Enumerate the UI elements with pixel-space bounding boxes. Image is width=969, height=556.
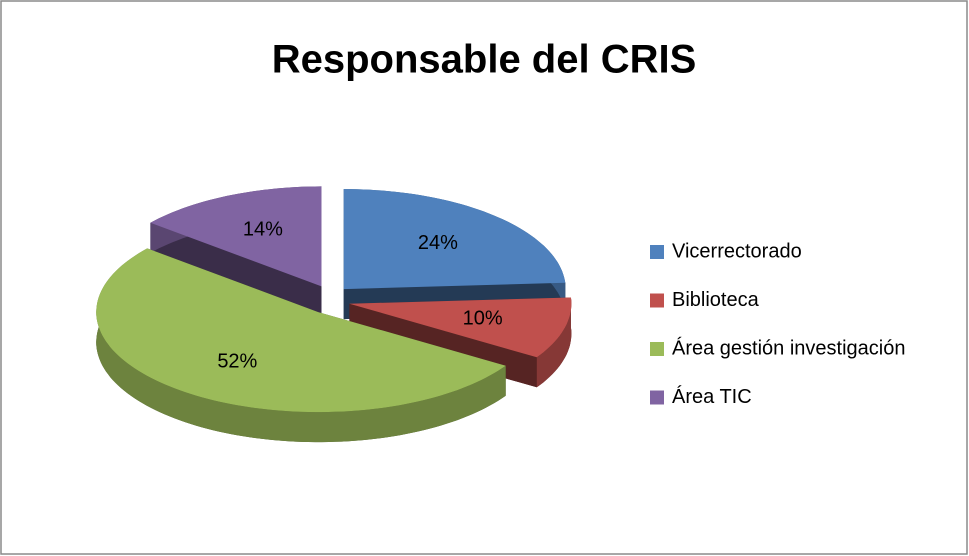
slice	[349, 297, 572, 358]
slice	[150, 186, 322, 287]
legend-label: Área gestión investigación	[672, 336, 905, 359]
data-label: 14%	[243, 219, 283, 241]
data-label: 10%	[463, 307, 503, 329]
data-label: 24%	[418, 232, 458, 254]
legend-swatch	[650, 390, 664, 405]
legend-label: Vicerrectorado	[672, 240, 802, 262]
chart-title: Responsable del CRIS	[272, 38, 697, 82]
slice-outer-wall	[536, 297, 572, 388]
slice	[96, 248, 506, 413]
slice	[343, 189, 566, 290]
legend-swatch	[650, 342, 664, 356]
legend-swatch	[650, 245, 664, 259]
legend-label: Biblioteca	[672, 289, 760, 311]
legend-swatch	[650, 293, 664, 308]
slice-radial-wall	[150, 222, 322, 317]
data-label: 52%	[217, 351, 257, 373]
legend-label: Área TIC	[672, 385, 752, 408]
